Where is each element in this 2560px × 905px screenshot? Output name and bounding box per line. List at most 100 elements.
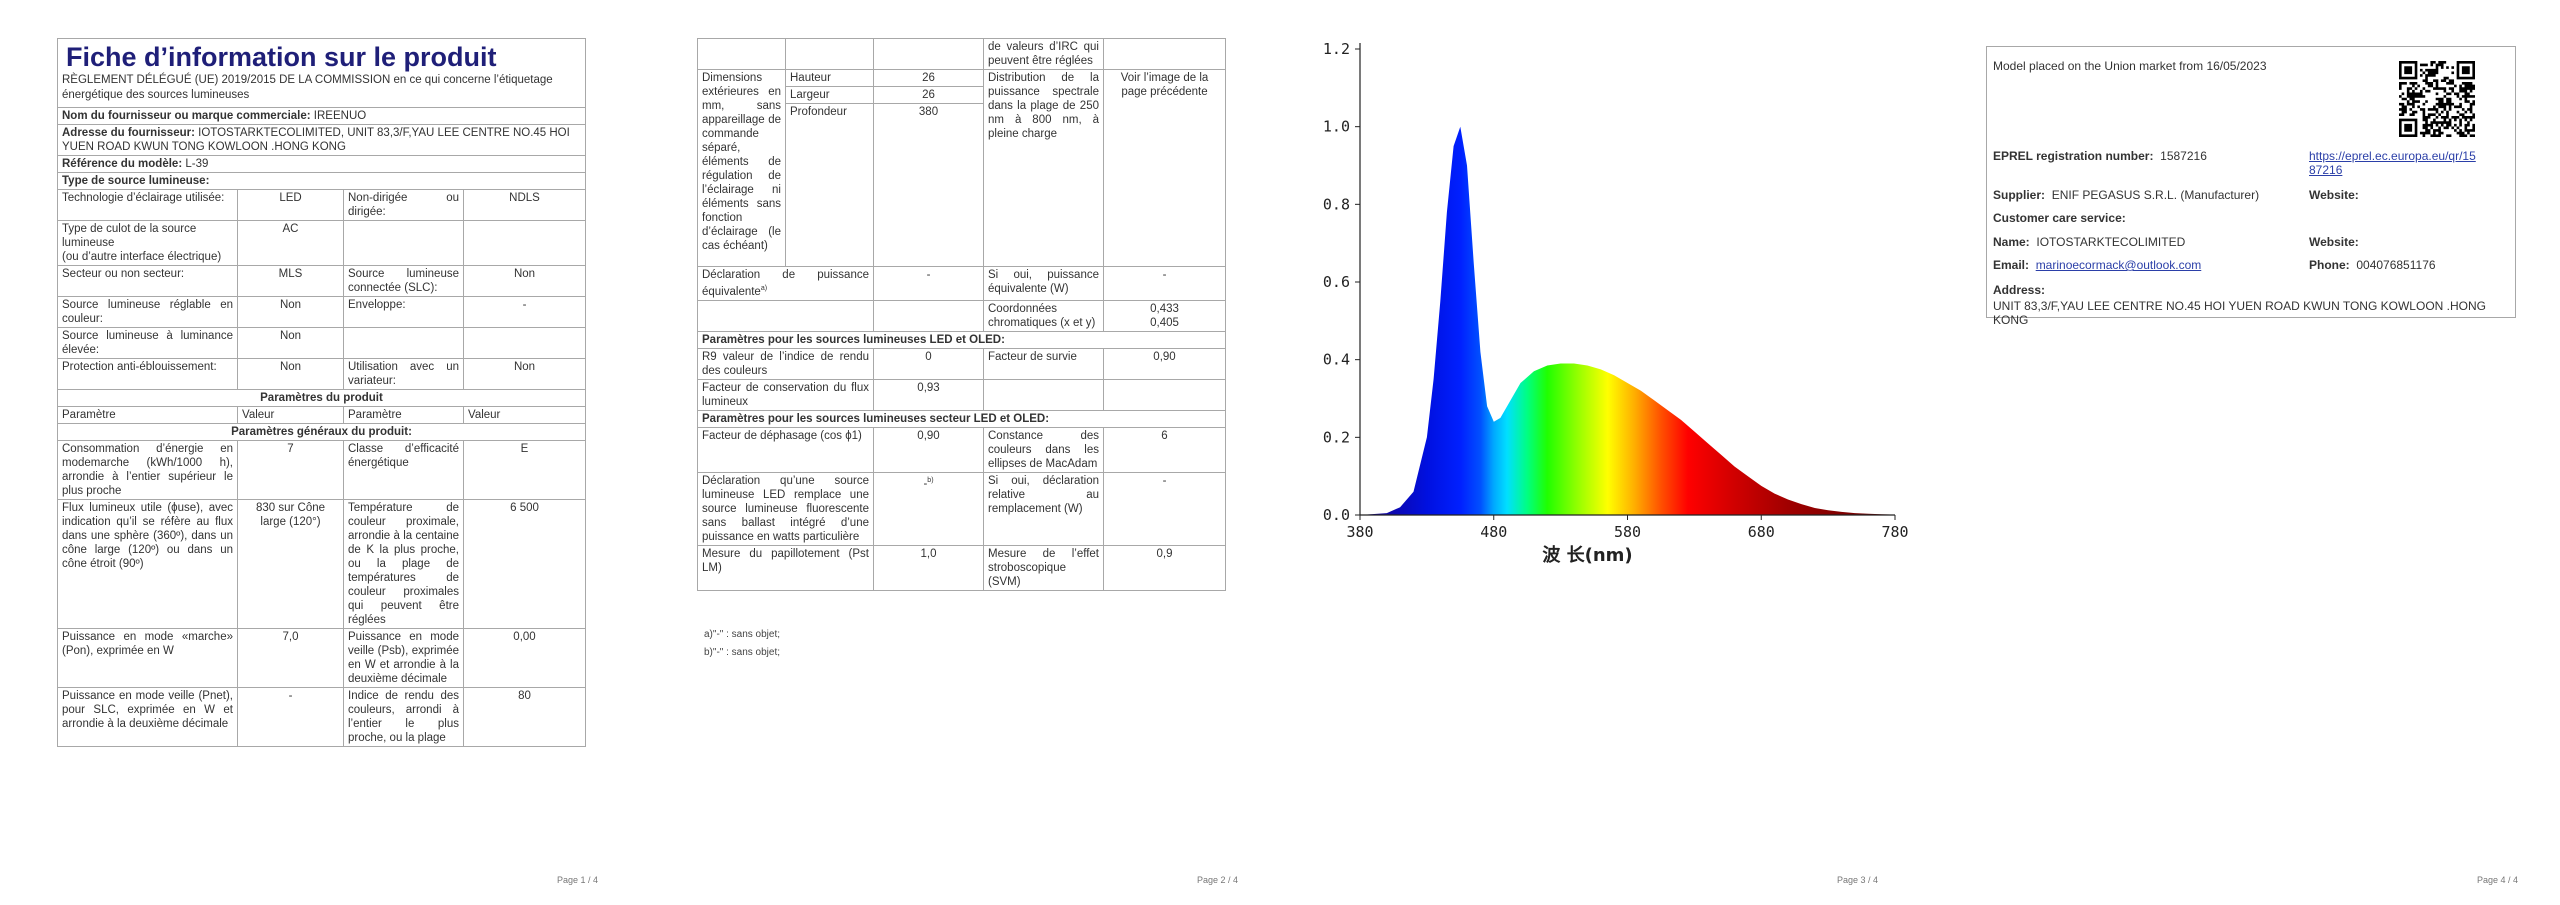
regulation-text: RÈGLEMENT DÉLÉGUÉ (UE) 2019/2015 DE LA C… <box>62 74 553 101</box>
table-row: Protection anti-éblouissement: Non Utilisa… <box>57 358 586 390</box>
email-link[interactable]: marinoecormack@outlook.com <box>2035 258 2202 272</box>
survival-value: 0,90 <box>1103 347 1226 380</box>
mains-header: Paramètres pour les sources lumineuses s… <box>697 409 1226 428</box>
email-label: Email: <box>1993 258 2030 272</box>
y-tick-label: 0.6 <box>1323 273 1350 291</box>
chroma-label: Coordonnées chromatiques (x et y) <box>983 299 1104 332</box>
page-1: Fiche d’information sur le produit RÈGLE… <box>0 0 640 905</box>
cell-label: Consommation d’énergie en modemarche (kW… <box>57 440 238 500</box>
table-row: Coordonnées chromatiques (x et y) 0,433 0… <box>697 299 1226 332</box>
y-tick-label: 1.0 <box>1323 118 1350 136</box>
x-tick-label: 380 <box>1346 523 1373 541</box>
cell-label: Puissance en mode veille (Psb), exprimée… <box>343 628 464 688</box>
website2-label: Website: <box>2309 235 2359 249</box>
dim-name: Largeur <box>785 86 874 104</box>
model-label: Référence du modèle: <box>62 158 183 170</box>
spectrum-chart: 0.0 0.2 0.4 0.6 0.8 1.0 1.2 380 480 580 680 780 波 长(… <box>1323 40 1909 566</box>
r9-value: 0 <box>873 347 984 380</box>
x-tick-label: 680 <box>1748 523 1775 541</box>
supplier-label: Nom du fournisseur ou marque commerciale… <box>62 110 311 122</box>
table-row: Source lumineuse réglable en couleur: Non… <box>57 296 586 328</box>
replace-label: Déclaration qu’une source lumineuse LED … <box>697 471 874 546</box>
page-3: 0.0 0.2 0.4 0.6 0.8 1.0 1.2 380 480 580 680 780 波 长(… <box>1280 0 1920 905</box>
equiv-label: Déclaration de puissance équivalente <box>702 269 869 298</box>
cell-label: Puissance en mode «marche» (Pon), exprim… <box>57 628 238 688</box>
table-row: Facteur de déphasage (cos ϕ1) 0,90 Const… <box>697 426 1226 473</box>
cell-value: MLS <box>237 265 344 297</box>
page-number: Page 2 / 4 <box>1196 875 1238 885</box>
column-header: Valeur <box>463 406 586 424</box>
page-number: Page 4 / 4 <box>2476 875 2518 885</box>
cell-value: 7,0 <box>237 628 344 688</box>
page-4: Page 4 / 4 <box>1920 0 2560 905</box>
cell-label: Indice de rendu des couleurs, arrondi à … <box>343 687 464 747</box>
cell-value: Non <box>237 358 344 390</box>
table-row: Déclaration qu’une source lumineuse LED … <box>697 471 1226 546</box>
column-header-row: Paramètre Valeur Paramètre Valeur <box>57 406 586 424</box>
eprel-label: EPREL registration number: <box>1993 149 2154 163</box>
page-number: Page 3 / 4 <box>1836 875 1878 885</box>
y-tick-label: 1.2 <box>1323 40 1350 58</box>
replace-w-label: Si oui, déclaration relative au remplace… <box>983 471 1104 546</box>
eprel-link[interactable]: https://eprel.ec.europa.eu/qr/15 87216 <box>2309 149 2476 177</box>
placed-on-market: Model placed on the Union market from 16… <box>1993 59 2267 73</box>
cell-label: Source lumineuse à luminance élevée: <box>57 327 238 359</box>
maint-label: Facteur de conservation du flux lumineux <box>697 378 874 411</box>
column-header: Paramètre <box>57 406 238 424</box>
name-label: Name: <box>1993 235 2030 249</box>
x-tick-label: 480 <box>1480 523 1507 541</box>
r9-label: R9 valeur de l’indice de rendu des coule… <box>697 347 874 380</box>
table-row: Type de culot de la source lumineuse (ou… <box>57 220 586 266</box>
column-header: Valeur <box>237 406 344 424</box>
name-value: IOTOSTARKTECOLIMITED <box>2036 235 2186 249</box>
website-label: Website: <box>2309 188 2359 202</box>
column-header: Paramètre <box>343 406 464 424</box>
dim-name: Hauteur <box>785 69 874 87</box>
address-label: Address: <box>1993 283 2046 297</box>
cell-value: LED <box>237 189 344 221</box>
cell-label: Flux lumineux utile (ϕuse), avec indicat… <box>57 499 238 629</box>
cell-value: Non <box>237 327 344 359</box>
led-header: Paramètres pour les sources lumineuses L… <box>697 330 1226 349</box>
cell-value: 80 <box>463 687 586 747</box>
cell-label <box>343 327 464 359</box>
table-row: Largeur 26 <box>698 86 1226 104</box>
address-label: Adresse du fournisseur: <box>62 127 195 139</box>
footnote-a: a)"-" : sans objet; <box>704 629 781 640</box>
supplier-label: Supplier: <box>1993 188 2046 202</box>
table-row: Source lumineuse à luminance élevée: Non <box>57 327 586 359</box>
cell-label <box>343 220 464 266</box>
dim-value: 380 <box>873 103 984 267</box>
strobo-value: 0,9 <box>1103 544 1226 591</box>
address-value: IOTOSTARKTECOLIMITED, UNIT 83,3/F,YAU LE… <box>62 127 570 153</box>
replace-w-value: - <box>1103 471 1226 546</box>
equiv-w-label: Si oui, puissance équivalente (W) <box>983 266 1104 301</box>
cell-value: 7 <box>237 440 344 500</box>
eprel-value: 1587216 <box>2160 149 2207 163</box>
table-row: Déclaration de puissance équivalentea) -… <box>697 266 1226 301</box>
cri-continued: de valeurs d’IRC qui peuvent être réglée… <box>983 38 1104 70</box>
cell-label: Protection anti-éblouissement: <box>57 358 238 390</box>
x-tick-label: 780 <box>1881 523 1908 541</box>
dim-name: Profondeur <box>785 103 874 267</box>
table-row: Consommation d’énergie en modemarche (kW… <box>57 440 586 500</box>
table-row: Secteur ou non secteur: MLS Source lumineu… <box>57 265 586 297</box>
macadam-value: 6 <box>1103 426 1226 473</box>
dim-value: 26 <box>873 69 984 87</box>
footnote-b: b)"-" : sans objet; <box>704 647 781 658</box>
cell-label: Non-dirigée ou dirigée: <box>343 189 464 221</box>
replace-value: - <box>923 477 928 490</box>
product-info-table-2: de valeurs d’IRC qui peuvent être réglée… <box>697 38 1226 591</box>
cell-value: 6 500 <box>463 499 586 629</box>
cell-value: - <box>463 296 586 328</box>
cell-value <box>463 327 586 359</box>
pf-label: Facteur de déphasage (cos ϕ1) <box>697 426 874 473</box>
equiv-w-value: - <box>1103 266 1226 301</box>
address-value: UNIT 83,3/F,YAU LEE CENTRE NO.45 HOI YUE… <box>1993 299 2486 327</box>
cell-label: Utilisation avec un variateur: <box>343 358 464 390</box>
cell-label: Source lumineuse réglable en couleur: <box>57 296 238 328</box>
cell-value: 830 sur Cône large (120°) <box>237 499 344 629</box>
strobo-label: Mesure de l’effet stroboscopique (SVM) <box>983 544 1104 591</box>
y-tick-label: 0.2 <box>1323 428 1350 446</box>
cell-label: Enveloppe: <box>343 296 464 328</box>
